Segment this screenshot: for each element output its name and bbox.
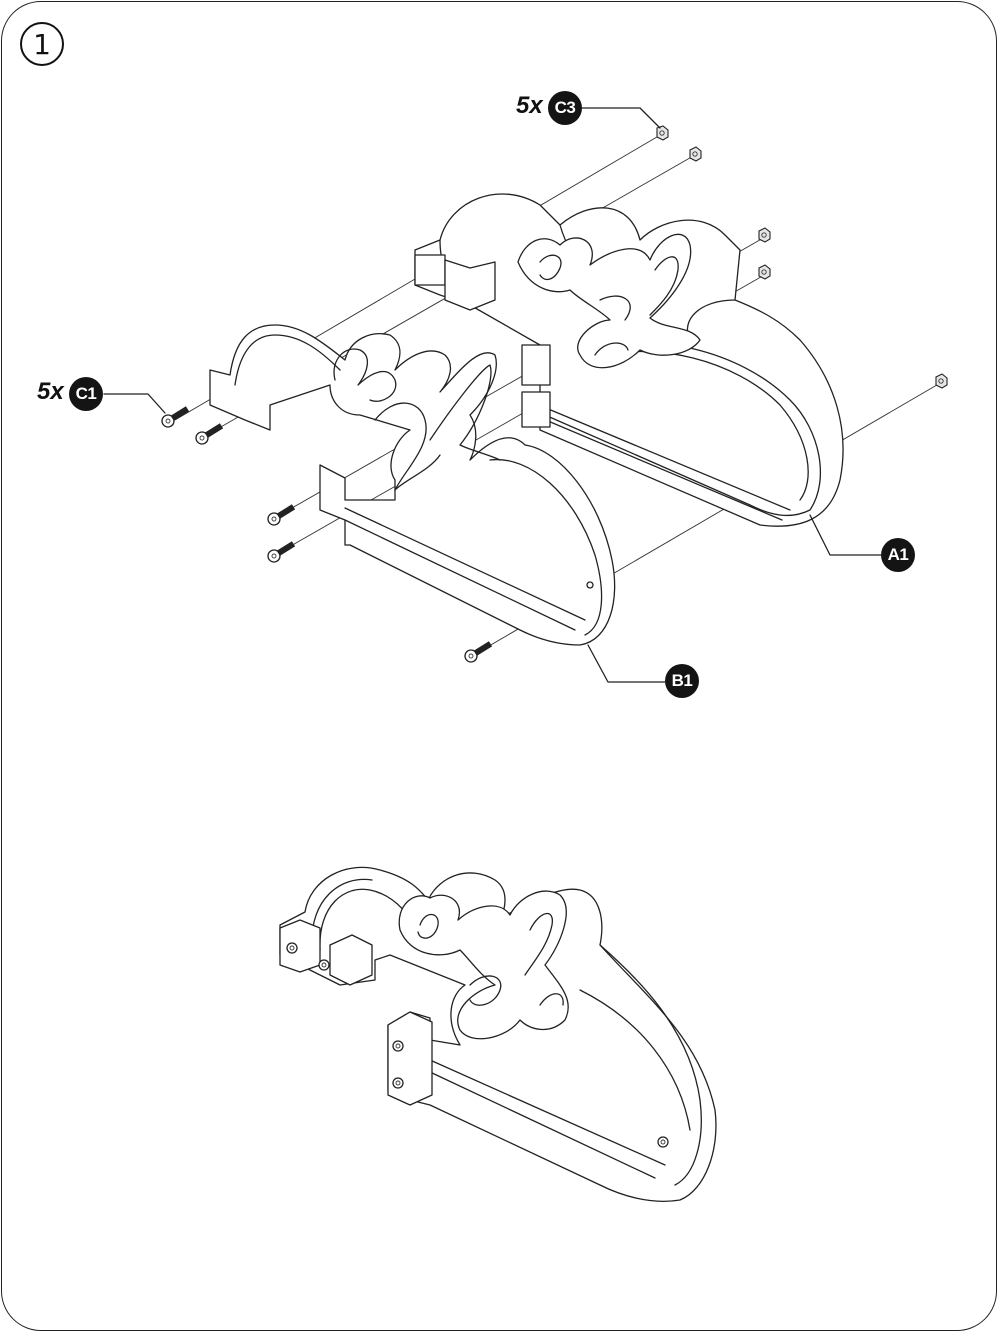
part-a1 bbox=[414, 193, 844, 527]
c1-leader-line bbox=[103, 393, 166, 414]
a1-callout-badge: A1 bbox=[881, 538, 915, 572]
c3-callout-badge: C3 bbox=[548, 91, 582, 125]
c3-leader-line bbox=[581, 107, 661, 129]
c1-quantity: 5x bbox=[37, 378, 64, 405]
assembled-sign bbox=[279, 866, 717, 1202]
b1-leader-line bbox=[587, 644, 669, 683]
a1-leader-line bbox=[809, 514, 883, 556]
c3-quantity: 5x bbox=[516, 92, 543, 119]
screw-icon bbox=[161, 406, 493, 663]
nut-icon bbox=[656, 125, 948, 389]
b1-callout-badge: B1 bbox=[665, 664, 699, 698]
c1-callout-badge: C1 bbox=[69, 377, 103, 411]
part-b1 bbox=[209, 324, 616, 646]
step-number: 1 bbox=[20, 22, 64, 66]
